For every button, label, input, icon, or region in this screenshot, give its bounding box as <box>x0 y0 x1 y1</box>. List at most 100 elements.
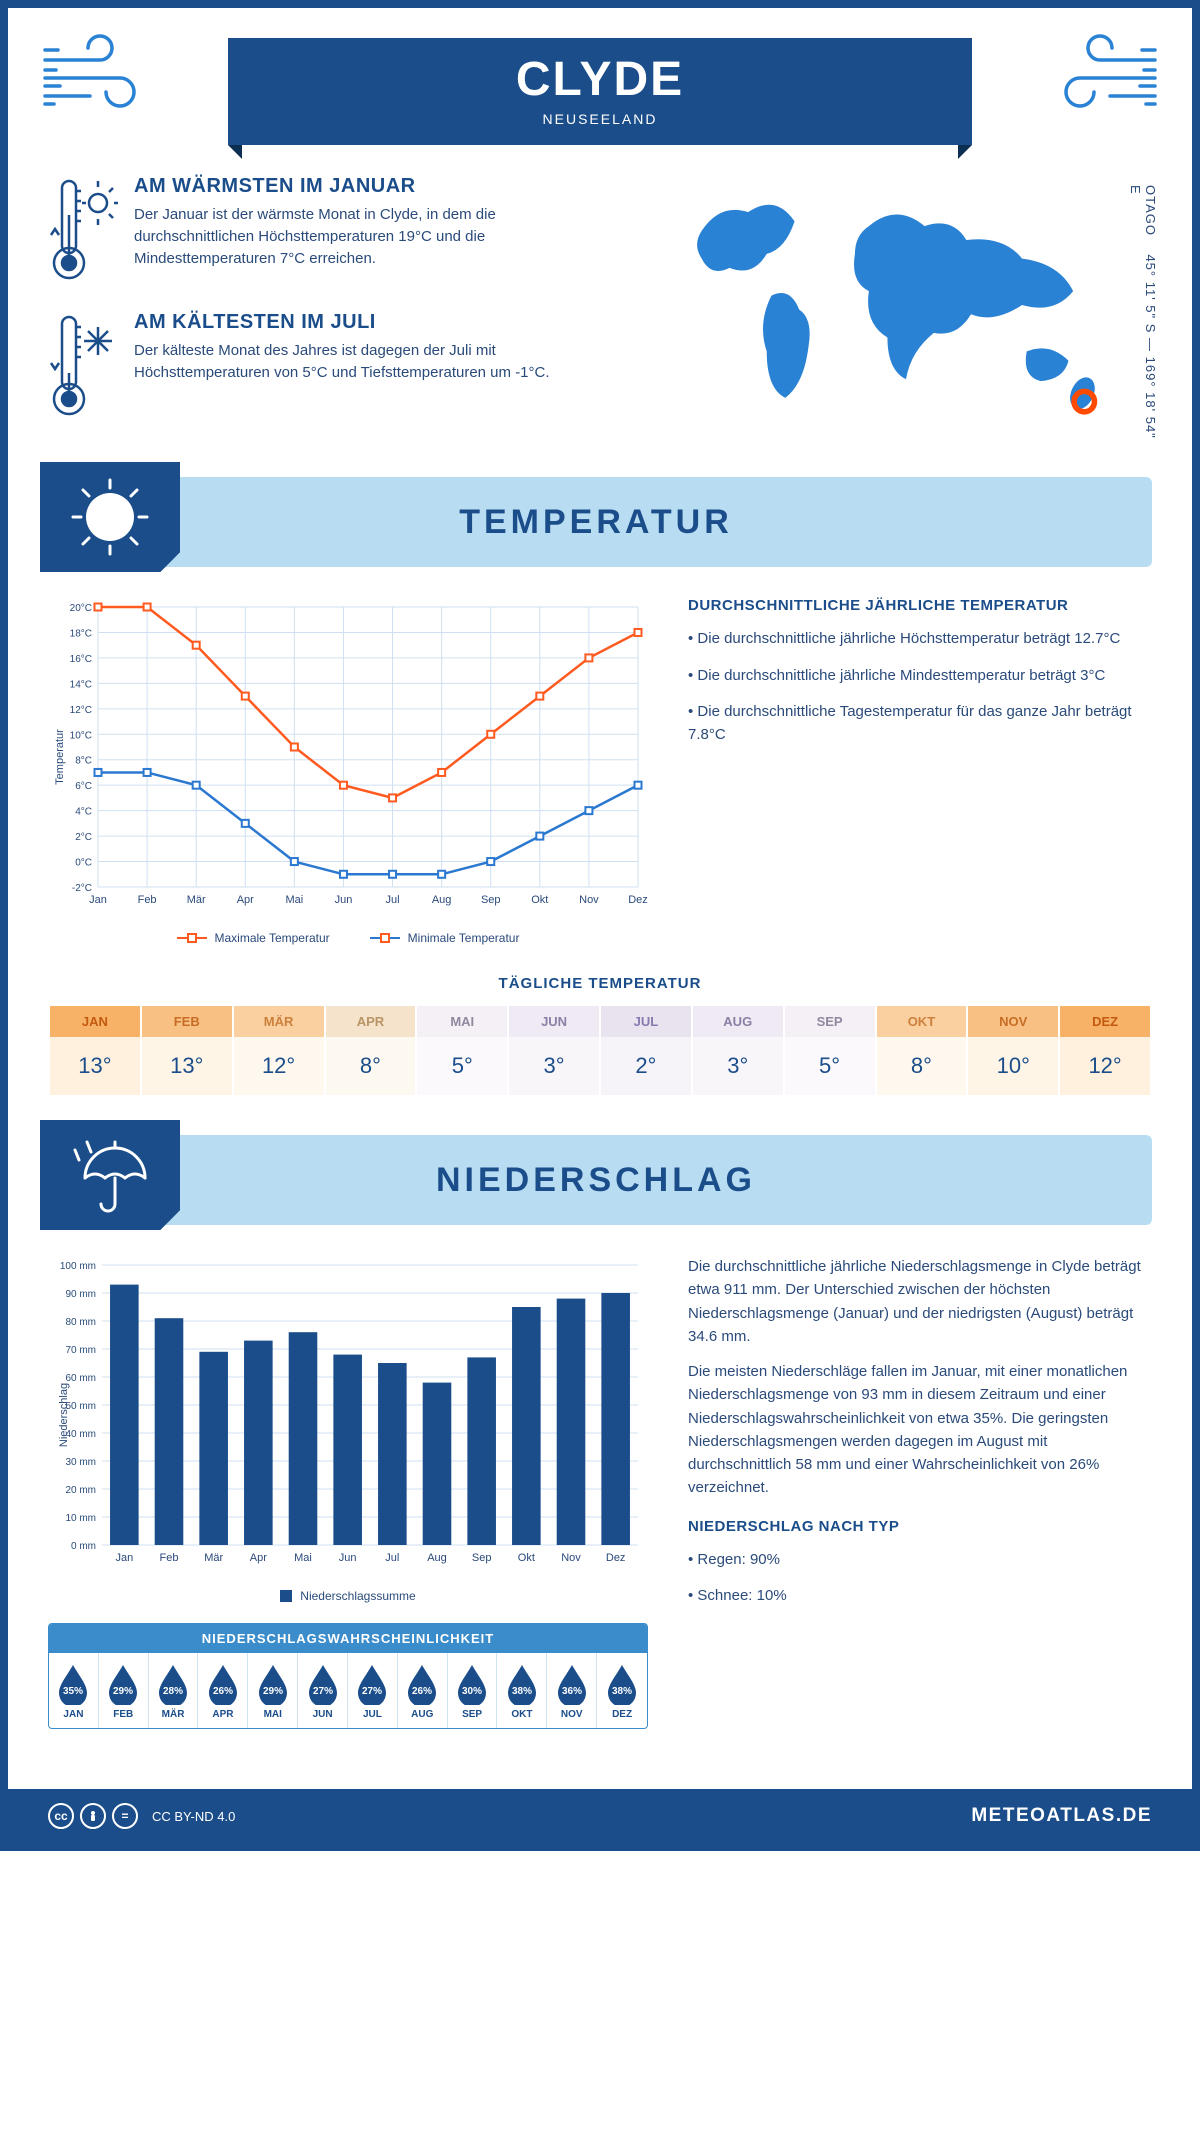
temperature-title: TEMPERATUR <box>180 503 1152 542</box>
drop-icon: 26% <box>405 1663 439 1705</box>
city-name: CLYDE <box>228 52 972 107</box>
by-icon <box>80 1803 106 1829</box>
country-name: NEUSEELAND <box>228 111 972 127</box>
svg-text:Apr: Apr <box>237 894 254 906</box>
svg-text:0°C: 0°C <box>75 858 92 869</box>
daily-cell: DEZ 12° <box>1060 1006 1152 1095</box>
daily-cell: JAN 13° <box>50 1006 142 1095</box>
warmest-title: AM WÄRMSTEN IM JANUAR <box>134 175 611 198</box>
precip-y-label: Niederschlag <box>58 1383 70 1447</box>
temperature-banner: TEMPERATUR <box>48 477 1152 567</box>
probability-cell: 26% AUG <box>398 1653 448 1728</box>
wind-icon <box>1040 30 1160 120</box>
svg-text:Okt: Okt <box>518 1552 535 1564</box>
probability-cell: 38% OKT <box>497 1653 547 1728</box>
svg-text:-2°C: -2°C <box>72 883 92 894</box>
daily-cell: JUL 2° <box>601 1006 693 1095</box>
svg-text:10 mm: 10 mm <box>65 1513 96 1524</box>
drop-icon: 35% <box>56 1663 90 1705</box>
daily-temp-title: TÄGLICHE TEMPERATUR <box>48 975 1152 992</box>
svg-text:28%: 28% <box>163 1686 183 1697</box>
svg-text:38%: 38% <box>512 1686 532 1697</box>
daily-cell: AUG 3° <box>693 1006 785 1095</box>
probability-table: NIEDERSCHLAGSWAHRSCHEINLICHKEIT 35% JAN … <box>48 1623 648 1729</box>
umbrella-icon <box>65 1130 155 1220</box>
precipitation-banner: NIEDERSCHLAG <box>48 1135 1152 1225</box>
svg-text:Okt: Okt <box>531 894 548 906</box>
svg-text:2°C: 2°C <box>75 832 92 843</box>
drop-icon: 27% <box>355 1663 389 1705</box>
svg-text:Mär: Mär <box>204 1552 223 1564</box>
svg-text:100 mm: 100 mm <box>60 1261 96 1272</box>
warmest-fact: AM WÄRMSTEN IM JANUAR Der Januar ist der… <box>48 175 611 285</box>
probability-title: NIEDERSCHLAGSWAHRSCHEINLICHKEIT <box>49 1624 647 1653</box>
svg-text:70 mm: 70 mm <box>65 1345 96 1356</box>
svg-text:8°C: 8°C <box>75 756 92 767</box>
drop-icon: 38% <box>605 1663 639 1705</box>
svg-text:Feb: Feb <box>138 894 157 906</box>
svg-text:20 mm: 20 mm <box>65 1485 96 1496</box>
svg-text:12°C: 12°C <box>70 705 92 716</box>
precip-type-title: NIEDERSCHLAG NACH TYP <box>688 1518 1152 1535</box>
svg-text:Dez: Dez <box>606 1552 626 1564</box>
svg-text:4°C: 4°C <box>75 807 92 818</box>
svg-text:30 mm: 30 mm <box>65 1457 96 1468</box>
svg-text:27%: 27% <box>362 1686 382 1697</box>
daily-cell: NOV 10° <box>968 1006 1060 1095</box>
svg-text:38%: 38% <box>612 1686 632 1697</box>
svg-text:90 mm: 90 mm <box>65 1289 96 1300</box>
probability-cell: 30% SEP <box>448 1653 498 1728</box>
daily-cell: FEB 13° <box>142 1006 234 1095</box>
world-map <box>641 175 1152 435</box>
svg-text:Jan: Jan <box>115 1552 133 1564</box>
precip-type-bullet: • Regen: 90% <box>688 1549 1152 1572</box>
daily-temp-table: JAN 13°FEB 13°MÄR 12°APR 8°MAI 5°JUN 3°J… <box>48 1006 1152 1095</box>
svg-text:Feb: Feb <box>160 1552 179 1564</box>
daily-cell: APR 8° <box>326 1006 418 1095</box>
svg-text:29%: 29% <box>263 1686 283 1697</box>
drop-icon: 29% <box>106 1663 140 1705</box>
drop-icon: 38% <box>505 1663 539 1705</box>
svg-text:35%: 35% <box>63 1686 83 1697</box>
temp-bullet: • Die durchschnittliche jährliche Mindes… <box>688 665 1152 688</box>
svg-text:10°C: 10°C <box>70 730 92 741</box>
coldest-text: Der kälteste Monat des Jahres ist dagege… <box>134 340 611 384</box>
coldest-fact: AM KÄLTESTEN IM JULI Der kälteste Monat … <box>48 311 611 421</box>
cc-icon: cc <box>48 1803 74 1829</box>
precipitation-title: NIEDERSCHLAG <box>180 1161 1152 1200</box>
probability-cell: 27% JUL <box>348 1653 398 1728</box>
svg-text:Sep: Sep <box>481 894 501 906</box>
svg-text:26%: 26% <box>412 1686 432 1697</box>
nd-icon: = <box>112 1803 138 1829</box>
svg-text:80 mm: 80 mm <box>65 1317 96 1328</box>
svg-text:Aug: Aug <box>427 1552 447 1564</box>
svg-text:Apr: Apr <box>250 1552 267 1564</box>
svg-text:Mär: Mär <box>187 894 206 906</box>
temperature-line-chart: -2°C0°C2°C4°C6°C8°C10°C12°C14°C16°C18°C2… <box>48 597 648 917</box>
svg-text:0 mm: 0 mm <box>71 1541 96 1552</box>
header-banner: CLYDE NEUSEELAND <box>228 38 972 145</box>
svg-text:29%: 29% <box>113 1686 133 1697</box>
thermometer-sun-icon <box>48 175 118 285</box>
drop-icon: 27% <box>306 1663 340 1705</box>
probability-cell: 27% JUN <box>298 1653 348 1728</box>
svg-text:Mai: Mai <box>285 894 303 906</box>
svg-text:Mai: Mai <box>294 1552 312 1564</box>
probability-cell: 38% DEZ <box>597 1653 647 1728</box>
precip-para: Die meisten Niederschläge fallen im Janu… <box>688 1360 1152 1500</box>
svg-text:Jul: Jul <box>385 1552 399 1564</box>
warmest-text: Der Januar ist der wärmste Monat in Clyd… <box>134 204 611 269</box>
svg-text:Jul: Jul <box>386 894 400 906</box>
precip-legend: Niederschlagssumme <box>48 1589 648 1603</box>
svg-text:Jun: Jun <box>335 894 353 906</box>
probability-cell: 29% MAI <box>248 1653 298 1728</box>
footer: cc = CC BY-ND 4.0 METEOATLAS.DE <box>8 1789 1192 1843</box>
svg-text:6°C: 6°C <box>75 781 92 792</box>
svg-text:Aug: Aug <box>432 894 452 906</box>
svg-text:Dez: Dez <box>628 894 648 906</box>
svg-text:30%: 30% <box>462 1686 482 1697</box>
temp-info-title: DURCHSCHNITTLICHE JÄHRLICHE TEMPERATUR <box>688 597 1152 614</box>
probability-cell: 29% FEB <box>99 1653 149 1728</box>
drop-icon: 28% <box>156 1663 190 1705</box>
drop-icon: 36% <box>555 1663 589 1705</box>
